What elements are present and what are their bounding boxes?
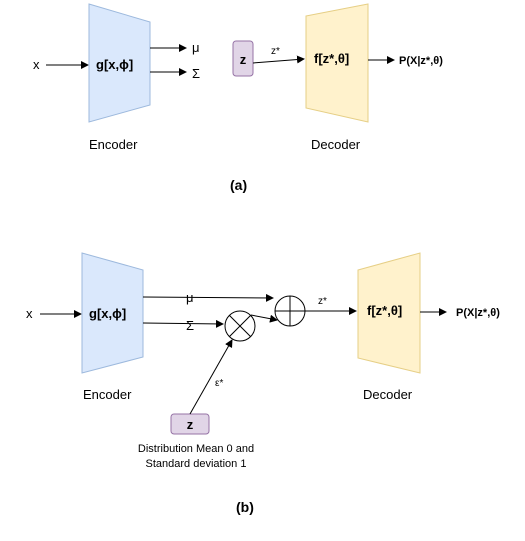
b-decoder-shape	[357, 252, 421, 374]
b-mult-to-plus	[250, 314, 278, 323]
a-sigma-label: Σ	[192, 66, 200, 81]
b-sigma-line	[142, 319, 224, 328]
b-decoder-caption: Decoder	[363, 387, 413, 402]
a-decoder-caption: Decoder	[311, 137, 361, 152]
diagram-a: x g[x,ϕ] μ Σ z z* f[z*,θ] P(X|z*,θ) Enco…	[33, 3, 443, 193]
b-input-label: x	[26, 306, 33, 321]
a-zstar-arrow	[252, 55, 305, 64]
b-mu-label: μ	[186, 290, 194, 305]
b-distribution-line2: Standard deviation 1	[146, 458, 247, 470]
b-zstar-label: z*	[318, 296, 327, 307]
diagram-b: x g[x,ϕ] μ Σ z ε* Distrib	[26, 252, 500, 515]
b-encoder-caption: Encoder	[83, 387, 132, 402]
b-mu-line	[142, 293, 274, 302]
a-mu-label: μ	[192, 40, 200, 55]
b-z-label: z	[187, 417, 194, 432]
b-sigma-label: Σ	[186, 318, 194, 333]
a-output-label: P(X|z*,θ)	[399, 55, 443, 67]
multiply-operator	[224, 310, 256, 342]
a-encoder-shape	[88, 3, 151, 123]
a-z-label: z	[240, 52, 247, 67]
a-decoder-func: f[z*,θ]	[314, 51, 349, 66]
plus-operator	[274, 295, 306, 327]
b-distribution-line1: Distribution Mean 0 and	[138, 443, 254, 455]
a-z-box	[232, 40, 254, 77]
b-panel-label: (b)	[236, 499, 254, 515]
a-encoder-caption: Encoder	[89, 137, 138, 152]
b-decoder-func: f[z*,θ]	[367, 303, 402, 318]
b-epsilon-label: ε*	[215, 378, 223, 389]
a-zstar-label: z*	[271, 46, 280, 57]
a-input-label: x	[33, 57, 40, 72]
a-panel-label: (a)	[230, 177, 247, 193]
b-output-label: P(X|z*,θ)	[456, 307, 500, 319]
b-encoder-shape	[81, 252, 144, 374]
a-encoder-func: g[x,ϕ]	[96, 57, 133, 72]
b-epsilon-arrow	[189, 339, 233, 415]
a-decoder-shape	[305, 3, 369, 123]
b-encoder-func: g[x,ϕ]	[89, 306, 126, 321]
